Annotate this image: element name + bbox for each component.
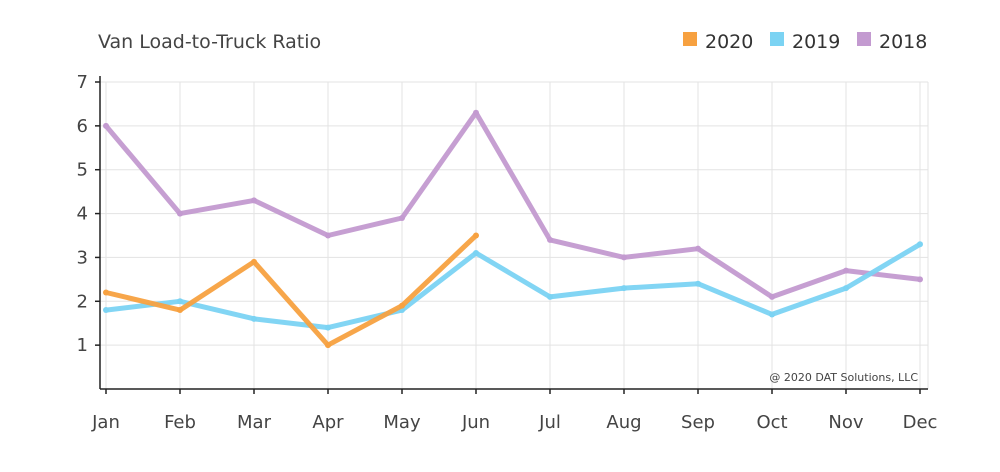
data-point-2020 — [251, 258, 257, 265]
x-tick-label: May — [383, 412, 421, 433]
legend-label: 2018 — [879, 31, 927, 53]
data-point-2018 — [547, 236, 553, 243]
data-point-2019 — [473, 250, 479, 257]
y-tick-label: 4 — [77, 204, 88, 225]
chart-title: Van Load-to-Truck Ratio — [98, 31, 321, 53]
data-point-2018 — [251, 197, 257, 204]
legend-swatch — [683, 32, 697, 46]
data-point-2018 — [325, 232, 331, 239]
y-tick-label: 6 — [77, 116, 88, 137]
data-point-2018 — [695, 245, 701, 252]
data-point-2019 — [103, 307, 109, 314]
data-point-2019 — [917, 241, 923, 248]
y-tick-label: 7 — [77, 72, 88, 93]
legend-item-2019[interactable]: 2019 — [770, 31, 840, 53]
series-line-2019 — [103, 241, 923, 331]
y-tick-label: 2 — [77, 291, 88, 312]
legend-swatch — [770, 32, 784, 46]
data-point-2019 — [251, 315, 257, 322]
legend-item-2020[interactable]: 2020 — [683, 31, 753, 53]
legend-swatch — [857, 32, 871, 46]
data-point-2019 — [695, 280, 701, 287]
legend: 2020 2019 2018 — [683, 31, 927, 53]
grid — [100, 81, 929, 389]
legend-item-2018[interactable]: 2018 — [857, 31, 927, 53]
series-line-2020 — [103, 233, 479, 348]
x-tick-label: Jan — [91, 412, 120, 433]
data-point-2019 — [769, 311, 775, 318]
data-point-2018 — [769, 293, 775, 300]
data-point-2018 — [177, 210, 183, 217]
data-point-2019 — [621, 285, 627, 292]
data-point-2019 — [177, 298, 183, 305]
x-tick-label: Feb — [164, 412, 196, 433]
series-group — [103, 109, 923, 349]
legend-label: 2020 — [705, 31, 753, 53]
data-point-2018 — [917, 276, 923, 283]
y-tick-label: 3 — [77, 247, 88, 268]
x-tick-label: Mar — [237, 412, 272, 433]
y-tick-label: 5 — [77, 160, 88, 181]
data-point-2019 — [325, 324, 331, 331]
x-tick-label: Sep — [681, 412, 715, 433]
data-point-2018 — [103, 122, 109, 129]
y-tick-label: 1 — [77, 335, 88, 356]
data-point-2020 — [177, 307, 183, 314]
data-point-2018 — [621, 254, 627, 261]
data-point-2018 — [473, 109, 479, 116]
x-tick-label: Jun — [461, 412, 490, 433]
credit-text: @ 2020 DAT Solutions, LLC — [769, 371, 918, 384]
y-axis-ticks: 1 2 3 4 5 6 7 — [77, 72, 100, 356]
data-point-2018 — [843, 267, 849, 274]
data-point-2020 — [399, 302, 405, 309]
data-point-2020 — [103, 289, 109, 296]
x-tick-label: Jul — [538, 412, 561, 433]
x-axis-ticks: Jan Feb Mar Apr May Jun Jul Aug Sep Oct Nov Dec — [91, 389, 937, 433]
data-point-2020 — [473, 232, 479, 239]
x-tick-label: Oct — [756, 412, 787, 433]
data-point-2020 — [325, 342, 331, 349]
legend-label: 2019 — [792, 31, 840, 53]
x-tick-label: Apr — [312, 412, 344, 433]
axes — [99, 76, 928, 390]
series-line-2018 — [103, 110, 923, 300]
data-point-2019 — [547, 293, 553, 300]
data-point-2019 — [843, 285, 849, 292]
data-point-2018 — [399, 214, 405, 221]
x-tick-label: Aug — [606, 412, 641, 433]
x-tick-label: Dec — [903, 412, 938, 433]
x-tick-label: Nov — [828, 412, 863, 433]
